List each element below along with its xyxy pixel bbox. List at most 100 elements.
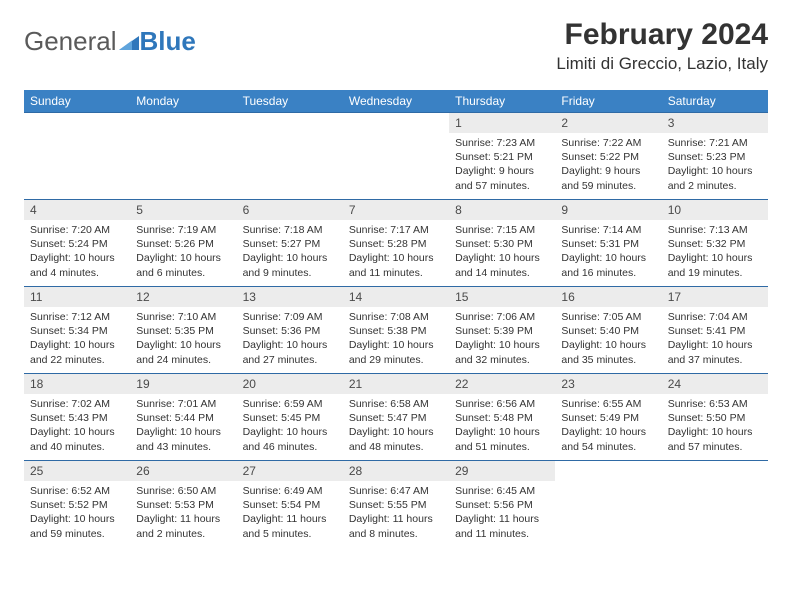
weekday-header: Sunday	[24, 90, 130, 113]
day-details: Sunrise: 7:17 AMSunset: 5:28 PMDaylight:…	[343, 220, 449, 286]
daylight-text: Daylight: 10 hours and 14 minutes.	[455, 251, 549, 279]
sunset-text: Sunset: 5:21 PM	[455, 150, 549, 164]
day-number: 7	[343, 200, 449, 220]
daylight-text: Daylight: 10 hours and 37 minutes.	[668, 338, 762, 366]
day-details: Sunrise: 7:10 AMSunset: 5:35 PMDaylight:…	[130, 307, 236, 373]
calendar-day-cell: 15Sunrise: 7:06 AMSunset: 5:39 PMDayligh…	[449, 287, 555, 374]
calendar-day-cell: 5Sunrise: 7:19 AMSunset: 5:26 PMDaylight…	[130, 200, 236, 287]
day-number: 29	[449, 461, 555, 481]
daylight-text: Daylight: 10 hours and 43 minutes.	[136, 425, 230, 453]
location-subtitle: Limiti di Greccio, Lazio, Italy	[556, 54, 768, 74]
sunrise-text: Sunrise: 6:56 AM	[455, 397, 549, 411]
sunrise-text: Sunrise: 6:49 AM	[243, 484, 337, 498]
sunset-text: Sunset: 5:55 PM	[349, 498, 443, 512]
sunset-text: Sunset: 5:52 PM	[30, 498, 124, 512]
sunset-text: Sunset: 5:53 PM	[136, 498, 230, 512]
weekday-header-row: Sunday Monday Tuesday Wednesday Thursday…	[24, 90, 768, 113]
daylight-text: Daylight: 11 hours and 8 minutes.	[349, 512, 443, 540]
sunrise-text: Sunrise: 6:52 AM	[30, 484, 124, 498]
sunrise-text: Sunrise: 7:22 AM	[561, 136, 655, 150]
calendar-day-cell: 21Sunrise: 6:58 AMSunset: 5:47 PMDayligh…	[343, 374, 449, 461]
day-details: Sunrise: 6:56 AMSunset: 5:48 PMDaylight:…	[449, 394, 555, 460]
daylight-text: Daylight: 10 hours and 57 minutes.	[668, 425, 762, 453]
day-number: 9	[555, 200, 661, 220]
sunset-text: Sunset: 5:31 PM	[561, 237, 655, 251]
sunset-text: Sunset: 5:34 PM	[30, 324, 124, 338]
calendar-day-cell: 2Sunrise: 7:22 AMSunset: 5:22 PMDaylight…	[555, 113, 661, 200]
day-number: 3	[662, 113, 768, 133]
calendar-day-cell: 9Sunrise: 7:14 AMSunset: 5:31 PMDaylight…	[555, 200, 661, 287]
daylight-text: Daylight: 11 hours and 2 minutes.	[136, 512, 230, 540]
day-number: 10	[662, 200, 768, 220]
title-block: February 2024 Limiti di Greccio, Lazio, …	[556, 18, 768, 74]
calendar-day-cell	[343, 113, 449, 200]
sunrise-text: Sunrise: 7:20 AM	[30, 223, 124, 237]
day-details: Sunrise: 7:22 AMSunset: 5:22 PMDaylight:…	[555, 133, 661, 199]
sunrise-text: Sunrise: 6:58 AM	[349, 397, 443, 411]
sunset-text: Sunset: 5:24 PM	[30, 237, 124, 251]
day-details: Sunrise: 7:14 AMSunset: 5:31 PMDaylight:…	[555, 220, 661, 286]
day-number: 23	[555, 374, 661, 394]
calendar-week-row: 4Sunrise: 7:20 AMSunset: 5:24 PMDaylight…	[24, 200, 768, 287]
calendar-day-cell: 24Sunrise: 6:53 AMSunset: 5:50 PMDayligh…	[662, 374, 768, 461]
calendar-page: General Blue February 2024 Limiti di Gre…	[0, 0, 792, 565]
day-number: 28	[343, 461, 449, 481]
sunset-text: Sunset: 5:27 PM	[243, 237, 337, 251]
day-number: 18	[24, 374, 130, 394]
day-details: Sunrise: 6:59 AMSunset: 5:45 PMDaylight:…	[237, 394, 343, 460]
day-details: Sunrise: 7:20 AMSunset: 5:24 PMDaylight:…	[24, 220, 130, 286]
sunset-text: Sunset: 5:47 PM	[349, 411, 443, 425]
day-number: 22	[449, 374, 555, 394]
day-details: Sunrise: 7:15 AMSunset: 5:30 PMDaylight:…	[449, 220, 555, 286]
sunrise-text: Sunrise: 6:55 AM	[561, 397, 655, 411]
day-number: 12	[130, 287, 236, 307]
sunset-text: Sunset: 5:26 PM	[136, 237, 230, 251]
sunset-text: Sunset: 5:28 PM	[349, 237, 443, 251]
logo-triangle-icon	[119, 34, 139, 55]
day-number: 5	[130, 200, 236, 220]
logo-text-blue: Blue	[140, 26, 196, 57]
calendar-table: Sunday Monday Tuesday Wednesday Thursday…	[24, 90, 768, 547]
calendar-day-cell	[662, 461, 768, 548]
calendar-day-cell: 7Sunrise: 7:17 AMSunset: 5:28 PMDaylight…	[343, 200, 449, 287]
daylight-text: Daylight: 10 hours and 4 minutes.	[30, 251, 124, 279]
calendar-day-cell: 13Sunrise: 7:09 AMSunset: 5:36 PMDayligh…	[237, 287, 343, 374]
sunrise-text: Sunrise: 7:19 AM	[136, 223, 230, 237]
day-details: Sunrise: 6:47 AMSunset: 5:55 PMDaylight:…	[343, 481, 449, 547]
calendar-day-cell	[130, 113, 236, 200]
sunrise-text: Sunrise: 7:10 AM	[136, 310, 230, 324]
sunset-text: Sunset: 5:48 PM	[455, 411, 549, 425]
daylight-text: Daylight: 10 hours and 35 minutes.	[561, 338, 655, 366]
weekday-header: Monday	[130, 90, 236, 113]
day-details: Sunrise: 6:50 AMSunset: 5:53 PMDaylight:…	[130, 481, 236, 547]
day-number: 6	[237, 200, 343, 220]
calendar-week-row: 1Sunrise: 7:23 AMSunset: 5:21 PMDaylight…	[24, 113, 768, 200]
day-details: Sunrise: 7:04 AMSunset: 5:41 PMDaylight:…	[662, 307, 768, 373]
day-number: 19	[130, 374, 236, 394]
day-number: 14	[343, 287, 449, 307]
sunrise-text: Sunrise: 7:06 AM	[455, 310, 549, 324]
sunrise-text: Sunrise: 6:50 AM	[136, 484, 230, 498]
daylight-text: Daylight: 10 hours and 59 minutes.	[30, 512, 124, 540]
month-title: February 2024	[556, 18, 768, 52]
daylight-text: Daylight: 10 hours and 54 minutes.	[561, 425, 655, 453]
sunset-text: Sunset: 5:36 PM	[243, 324, 337, 338]
calendar-body: 1Sunrise: 7:23 AMSunset: 5:21 PMDaylight…	[24, 113, 768, 548]
sunrise-text: Sunrise: 7:01 AM	[136, 397, 230, 411]
sunset-text: Sunset: 5:32 PM	[668, 237, 762, 251]
sunset-text: Sunset: 5:39 PM	[455, 324, 549, 338]
day-number: 20	[237, 374, 343, 394]
day-number: 11	[24, 287, 130, 307]
daylight-text: Daylight: 10 hours and 11 minutes.	[349, 251, 443, 279]
sunset-text: Sunset: 5:56 PM	[455, 498, 549, 512]
sunset-text: Sunset: 5:49 PM	[561, 411, 655, 425]
weekday-header: Friday	[555, 90, 661, 113]
sunrise-text: Sunrise: 7:17 AM	[349, 223, 443, 237]
daylight-text: Daylight: 9 hours and 59 minutes.	[561, 164, 655, 192]
sunrise-text: Sunrise: 6:59 AM	[243, 397, 337, 411]
calendar-day-cell: 14Sunrise: 7:08 AMSunset: 5:38 PMDayligh…	[343, 287, 449, 374]
sunset-text: Sunset: 5:30 PM	[455, 237, 549, 251]
daylight-text: Daylight: 10 hours and 40 minutes.	[30, 425, 124, 453]
daylight-text: Daylight: 11 hours and 5 minutes.	[243, 512, 337, 540]
calendar-day-cell: 20Sunrise: 6:59 AMSunset: 5:45 PMDayligh…	[237, 374, 343, 461]
